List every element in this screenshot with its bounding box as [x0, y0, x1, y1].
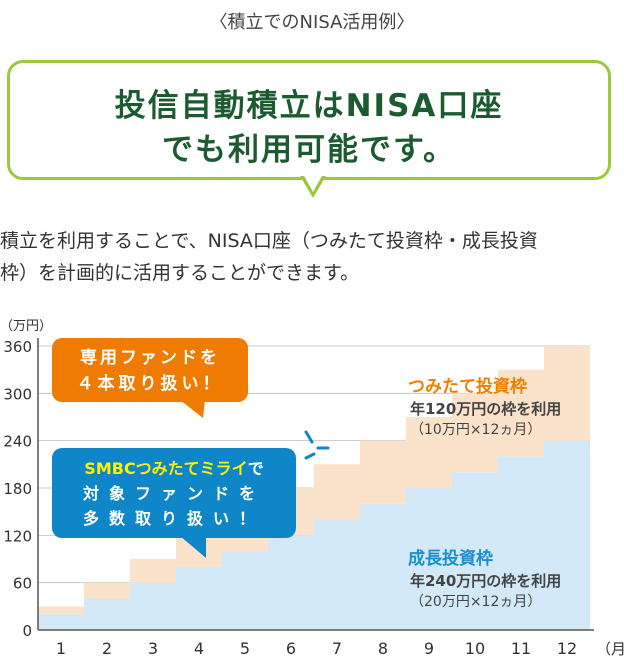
label-seicho-note: （20万円×12ヵ月）	[410, 594, 541, 610]
description-line1: 積立を利用することで、NISA口座（つみたて投資枠・成長投資	[0, 230, 538, 252]
bar-tsumitate	[544, 346, 590, 441]
label-tsumitate-note: （10万円×12ヵ月）	[410, 422, 541, 438]
bar-seicho	[84, 598, 130, 630]
x-tick-label: 11	[511, 639, 531, 658]
x-tick-label: 6	[286, 639, 296, 658]
bar-seicho	[268, 535, 314, 630]
y-tick-label: 120	[3, 527, 32, 545]
label-seicho-title: 成長投資枠	[408, 548, 493, 569]
y-tick-label: 180	[3, 480, 32, 498]
y-tick-label: 360	[3, 338, 32, 356]
x-tick-label: 5	[240, 639, 250, 658]
callout-blue-line1: SMBCつみたてミライで	[84, 459, 263, 478]
y-tick-label: 300	[3, 385, 32, 403]
bar-tsumitate	[498, 369, 544, 457]
bar-seicho	[406, 488, 452, 630]
x-tick-label: 9	[424, 639, 434, 658]
nisa-chart: 060120180240300360123456789101112（万円）（月）…	[0, 319, 624, 658]
bar-seicho	[360, 503, 406, 630]
callout-orange-line2: ４本取り扱い！	[77, 373, 224, 394]
x-tick-label: 12	[557, 639, 577, 658]
x-tick-label: 3	[148, 639, 158, 658]
bar-tsumitate	[38, 606, 84, 615]
callout-orange-line1: 専用ファンドを	[80, 348, 220, 368]
caption: 〈積立でのNISA活用例〉	[209, 12, 415, 33]
callout-blue-line3: 多数取り扱い！	[83, 509, 265, 528]
x-tick-label: 8	[378, 639, 388, 658]
x-tick-label: 10	[465, 639, 485, 658]
label-tsumitate-sub: 年120万円の枠を利用	[410, 400, 561, 418]
bar-seicho	[38, 614, 84, 630]
y-tick-label: 240	[3, 433, 32, 451]
bar-seicho	[222, 551, 268, 630]
x-tick-label: 4	[194, 639, 204, 658]
headline-bubble	[7, 60, 611, 180]
callout-blue	[52, 448, 296, 538]
bar-seicho	[498, 456, 544, 630]
callout-orange	[52, 338, 248, 402]
sparkle-mark	[304, 452, 316, 460]
x-tick-label: 7	[332, 639, 342, 658]
label-seicho-sub: 年240万円の枠を利用	[410, 572, 561, 590]
headline-line2: でも利用可能です。	[162, 132, 456, 168]
label-tsumitate-title: つみたて投資枠	[408, 376, 527, 397]
bar-tsumitate	[314, 464, 360, 520]
bar-tsumitate	[130, 559, 176, 583]
y-tick-label: 60	[13, 575, 32, 593]
bar-tsumitate	[452, 393, 498, 473]
bar-tsumitate	[360, 440, 406, 504]
bar-seicho	[176, 566, 222, 630]
y-tick-label: 0	[22, 622, 32, 640]
sparkle-mark	[304, 430, 314, 444]
x-tick-label: 2	[102, 639, 112, 658]
bar-seicho	[544, 440, 590, 630]
description-line2: 枠）を計画的に活用することができます。	[0, 262, 360, 284]
callout-blue-line2: 対象ファンドを	[82, 484, 265, 503]
bar-seicho	[314, 519, 360, 630]
y-axis-unit: （万円）	[0, 319, 52, 334]
headline-line1: 投信自動積立はNISA口座	[114, 88, 504, 124]
bar-tsumitate	[84, 582, 130, 599]
x-tick-label: 1	[56, 639, 66, 658]
callout-blue-tail	[180, 536, 206, 558]
x-axis-unit: （月）	[596, 640, 624, 658]
bar-seicho	[452, 472, 498, 630]
bar-tsumitate	[406, 417, 452, 488]
bar-seicho	[130, 582, 176, 630]
callout-orange-tail	[180, 400, 205, 418]
